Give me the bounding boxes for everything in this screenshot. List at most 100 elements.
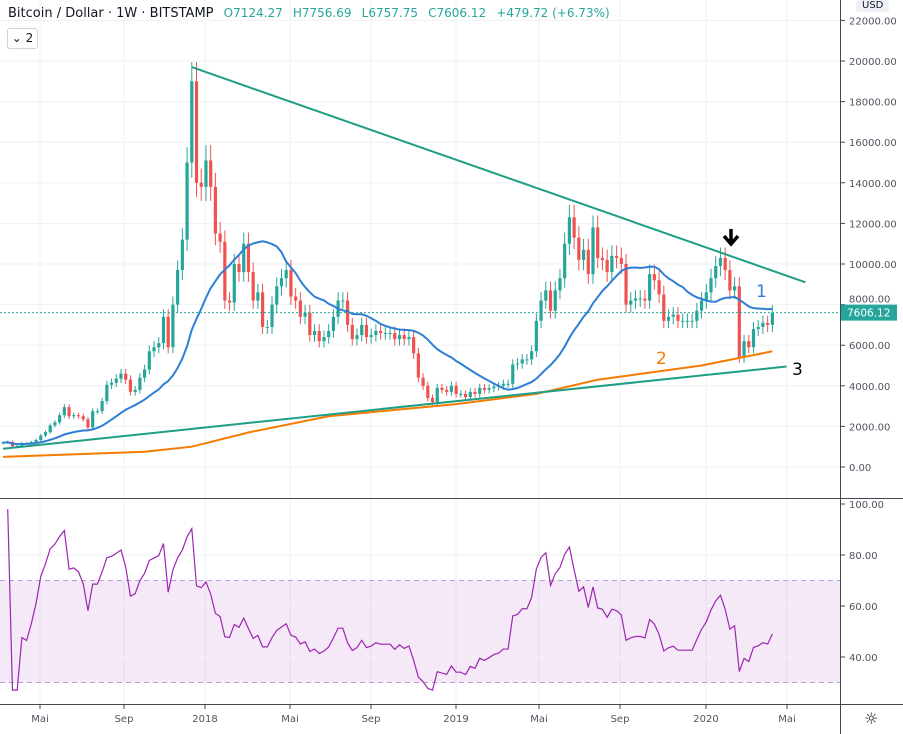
candle-body (331, 316, 335, 331)
moving-average-long-line (2, 350, 773, 458)
candle-body (345, 300, 350, 325)
candle-body (737, 286, 741, 358)
candle-body (563, 243, 567, 279)
candle-body (246, 243, 251, 273)
candle-body (756, 326, 760, 329)
candle-body (515, 363, 520, 365)
candle-body (209, 160, 213, 187)
time-label: 2019 (443, 714, 468, 725)
candle-body (327, 330, 331, 338)
candle-body (501, 383, 505, 386)
candle-body (662, 294, 666, 321)
candle-body (473, 391, 477, 394)
candle-body (600, 257, 605, 260)
time-label: 2018 (192, 714, 217, 725)
candle-body (53, 422, 57, 426)
candle-body (133, 389, 137, 392)
candle-body (643, 298, 647, 301)
candle-body (615, 255, 619, 258)
candle-body (733, 286, 737, 291)
candle-body (218, 233, 222, 242)
candle-body (586, 249, 590, 275)
candle-body (766, 322, 770, 325)
candle-body (308, 312, 312, 336)
price-tick-label: 20000.00 (849, 57, 897, 68)
candle-body (279, 278, 284, 287)
candle-body (463, 393, 468, 397)
time-label: Sep (611, 714, 630, 725)
indicators-toggle-button[interactable]: ⌄ 2 (7, 28, 38, 49)
interval[interactable]: 1W (116, 6, 138, 21)
candle-body (341, 300, 345, 302)
low-value: L6757.75 (361, 6, 418, 20)
candle-body (58, 415, 62, 423)
candle-body (572, 217, 576, 238)
time-label: Sep (362, 714, 381, 725)
price-tick-label: 6000.00 (849, 341, 890, 352)
candle-body (751, 328, 756, 348)
candle-body (48, 425, 52, 433)
rsi-tick-label: 100.00 (849, 500, 884, 511)
candle-body (303, 312, 307, 317)
candle-body (530, 351, 534, 360)
candle-body (227, 300, 232, 303)
candle-body (81, 416, 85, 420)
trendline (2, 365, 787, 450)
candle-body (34, 440, 38, 443)
candle-body (100, 401, 104, 412)
candle-body (728, 270, 732, 291)
candle-body (185, 162, 189, 240)
time-label: Mai (778, 714, 796, 725)
settings-gear-icon[interactable]: ☼ (864, 709, 879, 728)
candle-body (190, 81, 194, 163)
candle-body (360, 324, 364, 336)
candle-body (147, 351, 151, 370)
change-value: +479.72 (+6.73%) (496, 6, 610, 20)
candle-body (72, 415, 76, 417)
candle-body (666, 316, 671, 321)
candle-body (374, 330, 378, 336)
candle-body (138, 377, 142, 390)
candle-body (161, 316, 166, 344)
candle-body (284, 270, 288, 279)
candle-body (690, 320, 694, 322)
candle-body (619, 257, 623, 264)
candle-body (591, 227, 595, 275)
time-label: Sep (115, 714, 134, 725)
price-tick-label: 10000.00 (849, 260, 897, 271)
candle-body (95, 411, 99, 413)
candle-body (657, 280, 661, 295)
candle-body (742, 341, 746, 358)
candle-body (369, 335, 373, 338)
candle-body (223, 241, 227, 301)
candle-body (43, 432, 48, 436)
candle-body (350, 324, 354, 340)
candle-body (157, 343, 161, 348)
candle-body (355, 335, 359, 340)
last-price-label: 7606.12 (847, 308, 890, 320)
currency-label[interactable]: USD (856, 0, 890, 12)
price-tick-label: 12000.00 (849, 219, 897, 230)
rsi-line (7, 509, 773, 691)
candle-body (577, 237, 581, 260)
candle-body (440, 387, 444, 390)
last-price-badge (841, 304, 897, 321)
candle-body (539, 300, 543, 321)
candle-body (761, 322, 765, 327)
candle-body (114, 378, 118, 383)
candle-body (379, 330, 383, 334)
candle-body (581, 249, 586, 260)
candle-body (723, 257, 727, 271)
candle-body (430, 397, 435, 403)
price-tick-label: 2000.00 (849, 422, 890, 433)
rsi-tick-label: 80.00 (849, 551, 878, 562)
exchange: BITSTAMP (149, 6, 214, 21)
candle-body (237, 264, 241, 273)
candle-body (388, 333, 392, 335)
price-tick-label: 16000.00 (849, 138, 897, 149)
candle-body (704, 292, 708, 301)
candle-body (506, 383, 510, 385)
candle-body (124, 373, 128, 380)
candle-body (412, 337, 416, 354)
